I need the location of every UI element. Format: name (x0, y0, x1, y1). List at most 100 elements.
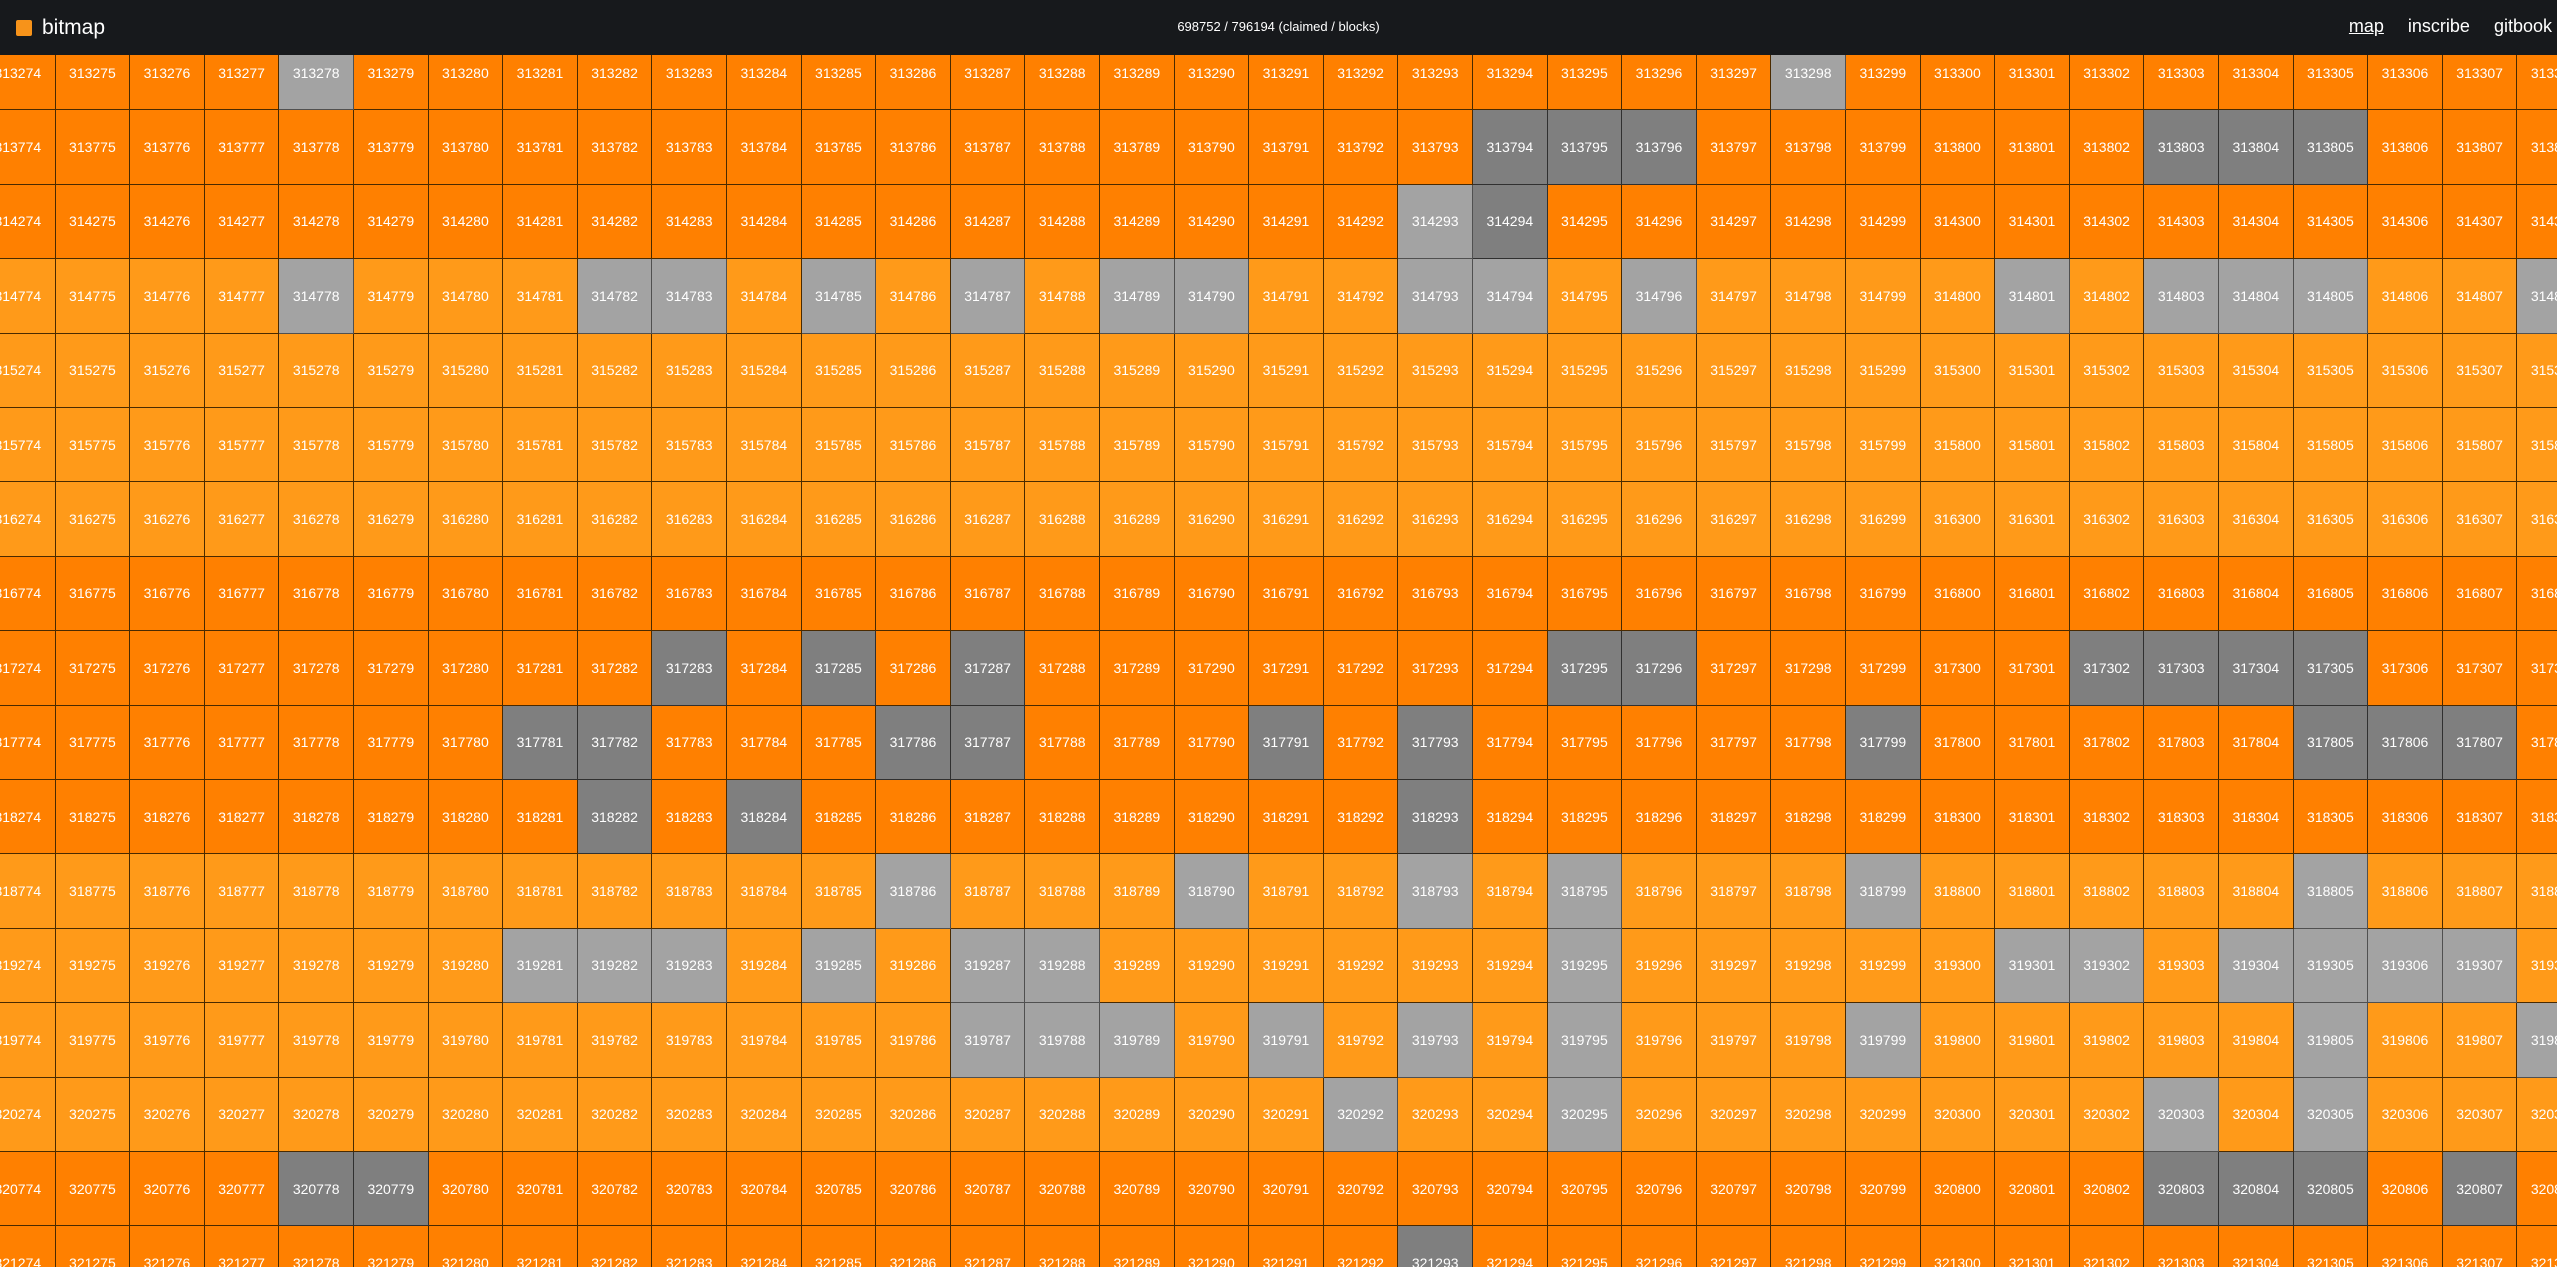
block-cell[interactable]: 313785 (801, 110, 877, 185)
block-cell[interactable]: 317291 (1249, 631, 1324, 706)
block-cell[interactable]: 318781 (503, 854, 578, 929)
block-cell[interactable]: 320290 (1174, 1077, 1250, 1152)
block-cell[interactable]: 318302 (2069, 780, 2145, 855)
block-cell[interactable]: 321308 (2517, 1226, 2557, 1267)
block-cell[interactable]: 316807 (2442, 556, 2518, 632)
block-cell[interactable]: 318293 (1398, 780, 1473, 855)
block-cell[interactable]: 313775 (55, 110, 131, 185)
block-cell[interactable]: 321286 (876, 1226, 951, 1267)
block-cell[interactable]: 316774 (0, 556, 56, 632)
block-cell[interactable]: 320787 (950, 1152, 1026, 1227)
block-cell[interactable]: 315304 (2219, 333, 2294, 408)
block-cell[interactable]: 314777 (204, 259, 280, 334)
block-cell[interactable]: 320308 (2517, 1077, 2557, 1152)
block-cell[interactable]: 315776 (130, 408, 205, 483)
block-cell[interactable]: 318792 (1323, 854, 1399, 929)
block-cell[interactable]: 313278 (279, 55, 354, 111)
block-cell[interactable]: 320278 (279, 1077, 354, 1152)
block-cell[interactable]: 315794 (1473, 408, 1548, 483)
block-cell[interactable]: 317808 (2517, 705, 2557, 780)
block-cell[interactable]: 315296 (1622, 333, 1697, 408)
block-cell[interactable]: 316292 (1323, 482, 1399, 557)
block-cell[interactable]: 316295 (1547, 482, 1623, 557)
block-cell[interactable]: 319280 (428, 928, 504, 1004)
block-cell[interactable]: 318795 (1547, 854, 1623, 929)
block-cell[interactable]: 316808 (2517, 556, 2557, 632)
block-cell[interactable]: 315798 (1771, 408, 1846, 483)
block-cell[interactable]: 319798 (1771, 1003, 1846, 1078)
block-cell[interactable]: 319774 (0, 1003, 56, 1078)
block-cell[interactable]: 314299 (1846, 184, 1921, 260)
block-cell[interactable]: 317284 (727, 631, 802, 706)
block-cell[interactable]: 318783 (652, 854, 727, 929)
block-cell[interactable]: 314287 (950, 184, 1026, 260)
block-cell[interactable]: 319776 (130, 1003, 205, 1078)
block-cell[interactable]: 320779 (354, 1152, 429, 1227)
block-cell[interactable]: 319792 (1323, 1003, 1399, 1078)
block-cell[interactable]: 316786 (876, 556, 951, 632)
block-cell[interactable]: 319777 (204, 1003, 280, 1078)
block-cell[interactable]: 319801 (1995, 1003, 2070, 1078)
block-cell[interactable]: 318807 (2442, 854, 2518, 929)
block-cell[interactable]: 318780 (428, 854, 504, 929)
block-cell[interactable]: 316793 (1398, 556, 1473, 632)
block-cell[interactable]: 314775 (55, 259, 131, 334)
block-cell[interactable]: 315277 (204, 333, 280, 408)
block-cell[interactable]: 318300 (1920, 780, 1996, 855)
block-cell[interactable]: 314807 (2442, 259, 2518, 334)
block-cell[interactable]: 316784 (727, 556, 802, 632)
block-cell[interactable]: 316305 (2293, 482, 2369, 557)
block-cell[interactable]: 315274 (0, 333, 56, 408)
block-cell[interactable]: 314782 (577, 259, 653, 334)
block-cell[interactable]: 316799 (1846, 556, 1921, 632)
block-cell[interactable]: 317801 (1995, 705, 2070, 780)
block-cell[interactable]: 317778 (279, 705, 354, 780)
block-cell[interactable]: 321274 (0, 1226, 56, 1267)
block-cell[interactable]: 317785 (801, 705, 877, 780)
block-cell[interactable]: 318290 (1174, 780, 1250, 855)
block-cell[interactable]: 321288 (1025, 1226, 1100, 1267)
block-cell[interactable]: 316778 (279, 556, 354, 632)
block-cell[interactable]: 314790 (1174, 259, 1250, 334)
block-cell[interactable]: 315284 (727, 333, 802, 408)
block-cell[interactable]: 318295 (1547, 780, 1623, 855)
block-cell[interactable]: 321306 (2368, 1226, 2443, 1267)
block-cell[interactable]: 319298 (1771, 928, 1846, 1004)
block-cell[interactable]: 317292 (1323, 631, 1399, 706)
block-cell[interactable]: 313784 (727, 110, 802, 185)
block-cell[interactable]: 321302 (2069, 1226, 2145, 1267)
block-cell[interactable]: 321290 (1174, 1226, 1250, 1267)
block-cell[interactable]: 318785 (801, 854, 877, 929)
block-cell[interactable]: 319292 (1323, 928, 1399, 1004)
block-cell[interactable]: 315280 (428, 333, 504, 408)
block-cell[interactable]: 316297 (1696, 482, 1772, 557)
block-cell[interactable]: 315286 (876, 333, 951, 408)
block-cell[interactable]: 317308 (2517, 631, 2557, 706)
block-cell[interactable]: 315275 (55, 333, 131, 408)
block-cell[interactable]: 314792 (1323, 259, 1399, 334)
block-cell[interactable]: 317779 (354, 705, 429, 780)
block-cell[interactable]: 316302 (2069, 482, 2145, 557)
block-cell[interactable]: 315288 (1025, 333, 1100, 408)
block-cell[interactable]: 313800 (1920, 110, 1996, 185)
block-cell[interactable]: 316300 (1920, 482, 1996, 557)
block-cell[interactable]: 317780 (428, 705, 504, 780)
block-cell[interactable]: 315790 (1174, 408, 1250, 483)
block-cell[interactable]: 315779 (354, 408, 429, 483)
block-cell[interactable]: 317304 (2219, 631, 2294, 706)
block-cell[interactable]: 320783 (652, 1152, 727, 1227)
block-cell[interactable]: 314306 (2368, 184, 2443, 260)
block-cell[interactable]: 320795 (1547, 1152, 1623, 1227)
block-cell[interactable]: 316803 (2144, 556, 2219, 632)
block-cell[interactable]: 319806 (2368, 1003, 2443, 1078)
block-cell[interactable]: 317295 (1547, 631, 1623, 706)
block-cell[interactable]: 317791 (1249, 705, 1324, 780)
block-cell[interactable]: 316274 (0, 482, 56, 557)
nav-gitbook-link[interactable]: gitbook (2493, 16, 2552, 36)
block-cell[interactable]: 318782 (577, 854, 653, 929)
block-cell[interactable]: 316783 (652, 556, 727, 632)
block-cell[interactable]: 321292 (1323, 1226, 1399, 1267)
block-cell[interactable]: 319791 (1249, 1003, 1324, 1078)
